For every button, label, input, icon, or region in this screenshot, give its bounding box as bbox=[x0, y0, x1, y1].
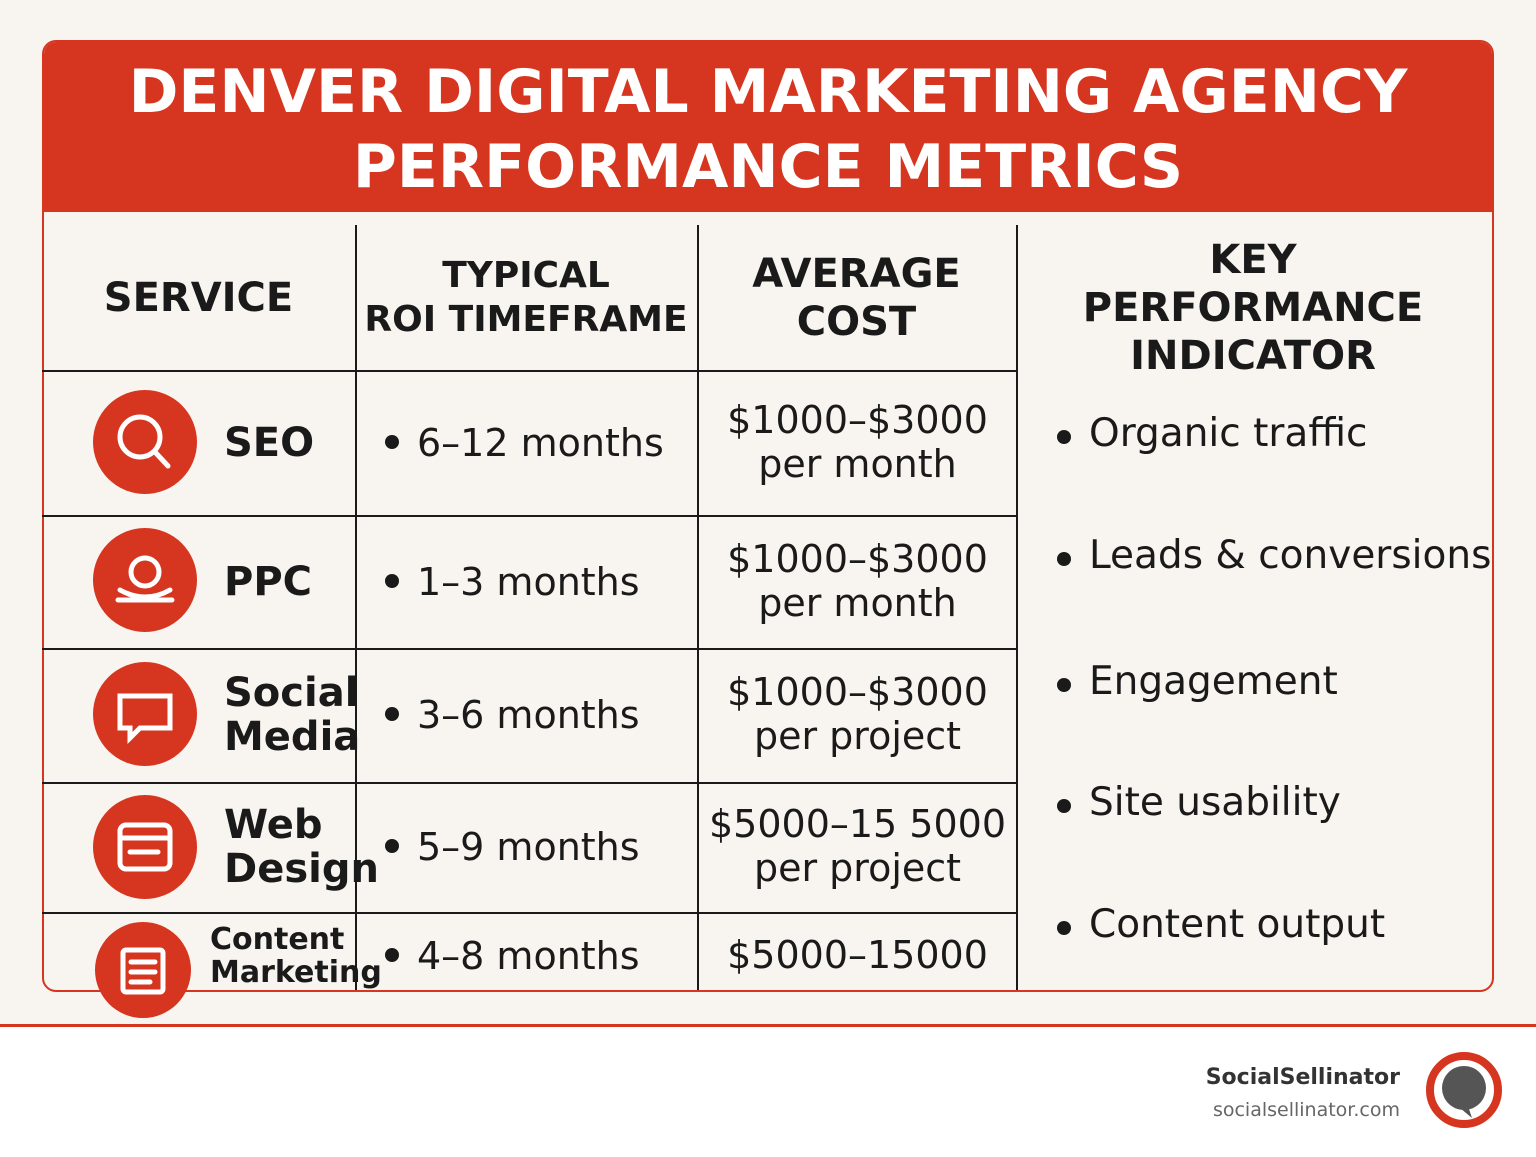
service-name: SEO bbox=[224, 370, 314, 515]
footer bbox=[0, 1024, 1536, 1157]
kpi-bullet bbox=[1057, 552, 1071, 566]
logo bbox=[1426, 1052, 1502, 1128]
brand-name: SocialSellinator bbox=[1205, 1065, 1400, 1090]
average-cost-line: per project bbox=[753, 714, 962, 758]
title-bar bbox=[44, 42, 1492, 212]
roi-timeframe: 5–9 months bbox=[417, 825, 640, 869]
roi-bullet bbox=[385, 707, 399, 721]
average-cost: $5000–15 5000 per project bbox=[699, 782, 1016, 912]
roi-timeframe: 4–8 months bbox=[417, 934, 640, 978]
average-cost-line: $5000–15 5000 bbox=[708, 802, 1007, 847]
column-header-line: PERFORMANCE bbox=[1082, 284, 1424, 331]
average-cost-line: $5000–15000 bbox=[727, 933, 988, 978]
column-line bbox=[355, 225, 357, 990]
column-header: TYPICAL ROI TIMEFRAME bbox=[355, 225, 697, 370]
row-line bbox=[42, 912, 1017, 914]
kpi: Content output bbox=[1089, 902, 1386, 947]
kpi: Leads & conversions bbox=[1089, 533, 1492, 578]
service-name-line: Content bbox=[210, 922, 345, 957]
average-cost: $5000–15000 bbox=[699, 912, 1016, 1000]
average-cost-line: per month bbox=[758, 580, 957, 625]
roi-bullet bbox=[385, 948, 399, 962]
average-cost: $1000–$3000 per month bbox=[699, 370, 1016, 515]
service-name: Social Media bbox=[224, 648, 360, 782]
roi-timeframe: 3–6 months bbox=[417, 693, 640, 737]
service-name-line: Design bbox=[224, 846, 379, 892]
roi-bullet bbox=[385, 839, 399, 853]
title-line: DENVER DIGITAL MARKETING AGENCY bbox=[128, 57, 1408, 127]
service-name-line: Social bbox=[224, 670, 359, 716]
service-name-line: Web bbox=[224, 802, 323, 848]
kpi-bullet bbox=[1057, 678, 1071, 692]
service-name: PPC bbox=[224, 515, 312, 648]
average-cost-line: $1000–$3000 bbox=[727, 397, 988, 442]
column-header-line: AVERAGE bbox=[752, 250, 961, 297]
column-header-line: INDICATOR bbox=[1130, 332, 1376, 379]
kpi-bullet bbox=[1057, 430, 1071, 444]
row-line bbox=[42, 515, 1017, 517]
average-cost-line: per month bbox=[758, 441, 957, 486]
service-name-line: Media bbox=[224, 714, 361, 760]
roi-bullet bbox=[385, 434, 399, 449]
column-header: AVERAGE COST bbox=[697, 225, 1016, 370]
row-line bbox=[42, 648, 1017, 650]
roi-timeframe: 6–12 months bbox=[417, 420, 664, 465]
column-line bbox=[1016, 225, 1018, 990]
average-cost: $1000–$3000 per project bbox=[699, 648, 1016, 782]
kpi-bullet bbox=[1057, 921, 1071, 935]
column-header: KEY PERFORMANCE INDICATOR bbox=[1016, 235, 1490, 380]
kpi: Site usability bbox=[1089, 780, 1341, 825]
title-line: PERFORMANCE METRICS bbox=[352, 132, 1184, 202]
column-header-line: KEY bbox=[1209, 236, 1297, 283]
average-cost-line: $1000–$3000 bbox=[727, 670, 988, 715]
service-name-line: PPC bbox=[224, 558, 312, 605]
kpi-bullet bbox=[1057, 799, 1071, 813]
roi-timeframe: 1–3 months bbox=[417, 559, 640, 604]
service-name: Web Design bbox=[224, 782, 379, 912]
column-line bbox=[697, 225, 699, 990]
service-name-line: Marketing bbox=[210, 955, 382, 990]
column-header: SERVICE bbox=[42, 225, 355, 370]
brand-url: socialsellinator.com bbox=[1212, 1099, 1400, 1121]
column-header-line: TYPICAL bbox=[442, 255, 610, 297]
average-cost-line: per project bbox=[753, 846, 962, 890]
service-name: Content Marketing bbox=[210, 912, 382, 1000]
average-cost: $1000–$3000 per month bbox=[699, 515, 1016, 648]
column-header-line: ROI TIMEFRAME bbox=[364, 298, 688, 340]
roi-bullet bbox=[385, 573, 399, 588]
column-header-line: SERVICE bbox=[103, 274, 294, 321]
average-cost-line: $1000–$3000 bbox=[727, 536, 988, 581]
row-line bbox=[42, 370, 1017, 372]
kpi: Organic traffic bbox=[1089, 411, 1368, 456]
row-line bbox=[42, 782, 1017, 784]
column-header-line: COST bbox=[796, 298, 917, 345]
service-name-line: SEO bbox=[224, 419, 315, 466]
kpi: Engagement bbox=[1089, 659, 1338, 704]
title: DENVER DIGITAL MARKETING AGENCY PERFORMAN… bbox=[44, 55, 1492, 205]
